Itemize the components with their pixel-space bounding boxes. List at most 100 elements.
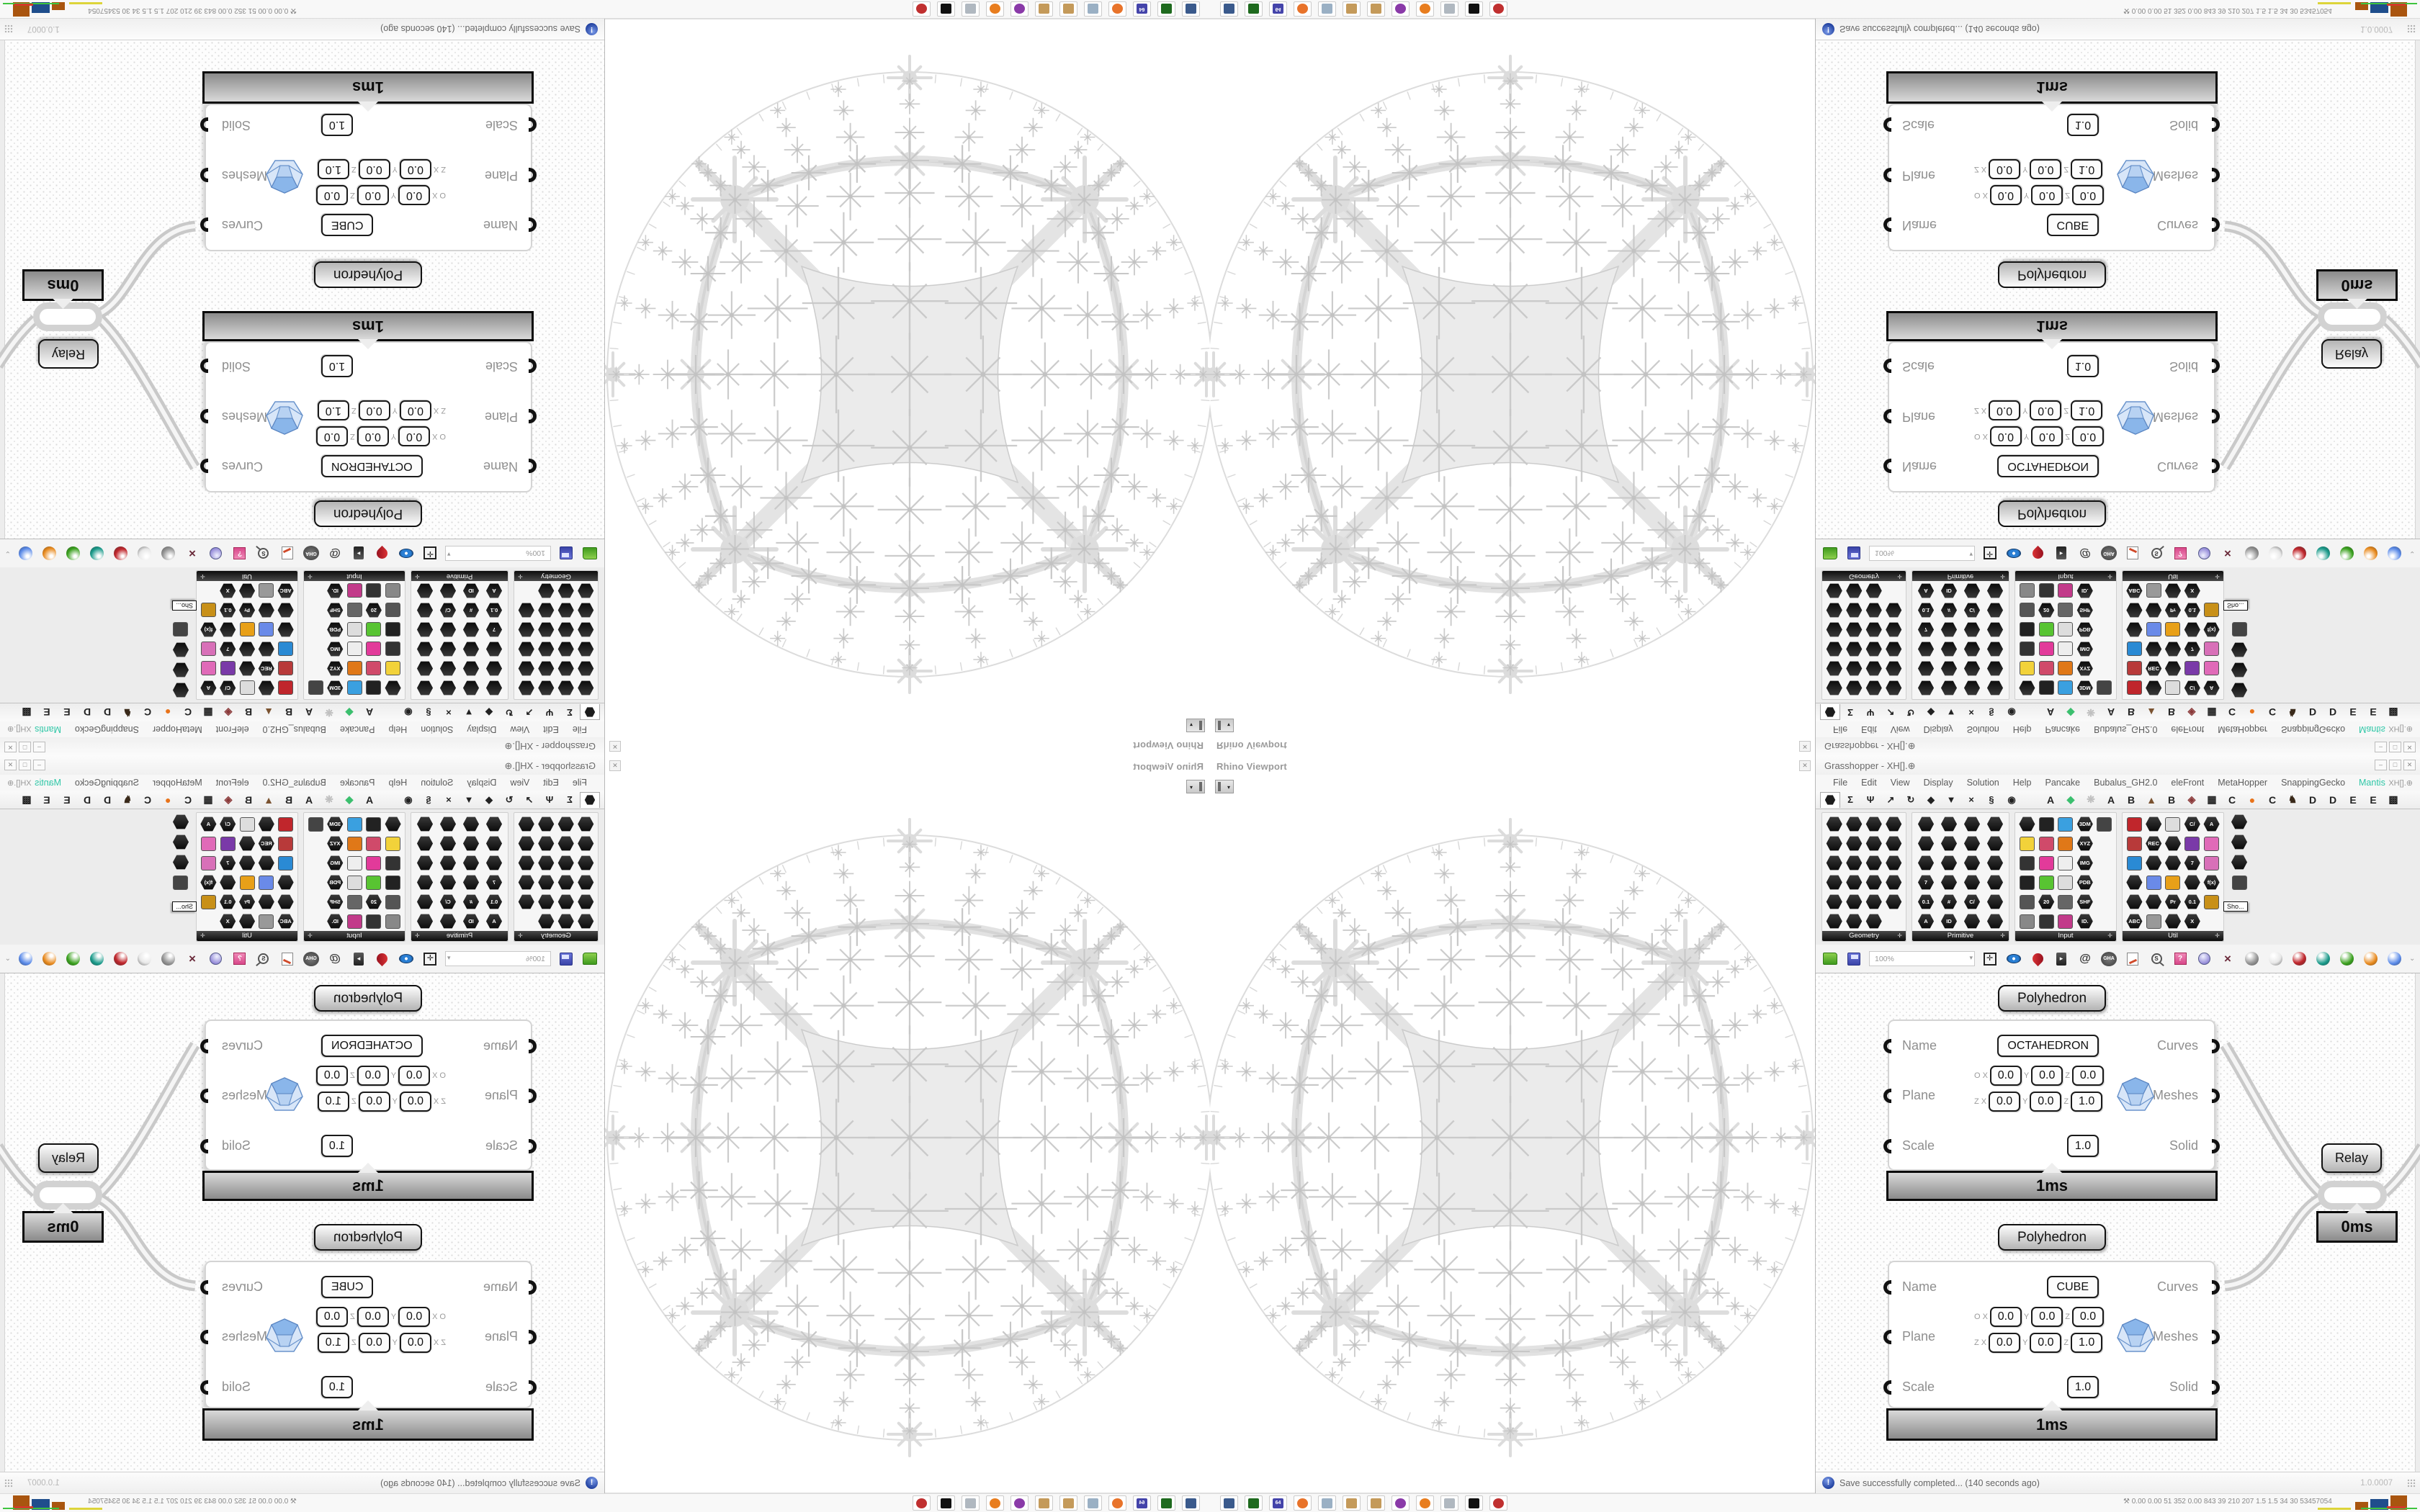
plugin-tab-6[interactable]: B xyxy=(2167,706,2176,719)
component-icon[interactable]: ID. xyxy=(326,582,344,599)
component-icon[interactable] xyxy=(258,816,275,832)
app-security-icon[interactable] xyxy=(913,1,931,17)
output-grip-meshes[interactable] xyxy=(2212,1330,2220,1344)
component-icon[interactable] xyxy=(238,641,256,657)
tab-vector[interactable]: ↗ xyxy=(1886,707,1895,719)
relay-header-capsule[interactable]: Relay xyxy=(2321,339,2382,369)
app-inkscape-icon[interactable] xyxy=(937,1495,955,1511)
component-icon[interactable] xyxy=(2145,621,2162,638)
gha-icon[interactable]: GHA xyxy=(2100,545,2118,562)
plane-value-chip[interactable]: 0.0 xyxy=(2030,1092,2062,1112)
plane-value-chip[interactable]: 0.0 xyxy=(398,1066,431,1086)
output-grip-meshes[interactable] xyxy=(2212,1089,2220,1103)
plane-value-chip[interactable]: 0.0 xyxy=(316,1307,349,1327)
component-icon[interactable] xyxy=(416,641,434,657)
component-icon[interactable] xyxy=(365,621,382,638)
component-icon[interactable] xyxy=(2057,855,2074,871)
publish-icon[interactable]: @ xyxy=(2079,547,2091,560)
component-icon[interactable] xyxy=(416,835,434,852)
component-icon[interactable] xyxy=(1940,816,1958,832)
relay-header-capsule[interactable]: Relay xyxy=(38,1143,99,1173)
plugin-tab-5[interactable]: ▲ xyxy=(2146,706,2156,719)
menu-item-snappinggecko[interactable]: SnappingGecko xyxy=(2281,724,2346,734)
app-palette-1-icon[interactable] xyxy=(1343,1495,1361,1511)
component-icon[interactable] xyxy=(1826,913,1843,930)
app-display-icon[interactable] xyxy=(1220,1,1238,17)
component-icon[interactable] xyxy=(385,680,402,696)
scale-value-chip[interactable]: 1.0 xyxy=(2067,114,2099,136)
component-icon[interactable] xyxy=(1826,582,1843,599)
component-icon[interactable] xyxy=(2164,680,2182,696)
component-icon[interactable]: IMG xyxy=(2076,855,2094,871)
app-firefox-icon[interactable] xyxy=(1108,1,1126,17)
component-icon[interactable] xyxy=(1917,680,1935,696)
plugin-tab-11[interactable]: C xyxy=(143,793,152,806)
app-palette-2-icon[interactable] xyxy=(1367,1,1385,17)
definition-canvas[interactable]: Polyhedron Name Plane Scale Curves Meshes Sol… xyxy=(1816,973,2420,1472)
component-icon[interactable] xyxy=(2184,874,2201,891)
component-icon[interactable]: IMG xyxy=(2076,641,2094,657)
toolbar-overflow-arrow[interactable]: ⌄ xyxy=(2409,549,2416,557)
component-icon[interactable] xyxy=(365,582,382,599)
component-icon[interactable] xyxy=(1917,835,1935,852)
component-icon[interactable] xyxy=(1865,602,1883,618)
component-icon[interactable]: C/ xyxy=(2184,680,2201,696)
component-icon[interactable] xyxy=(1865,874,1883,891)
tab-curve[interactable]: ↻ xyxy=(1906,707,1915,719)
plugin-tab-10[interactable]: ● xyxy=(164,706,171,719)
component-icon[interactable] xyxy=(1986,602,2004,618)
component-icon[interactable] xyxy=(462,680,480,696)
component-icon[interactable]: ID. xyxy=(2076,913,2094,930)
component-icon[interactable] xyxy=(577,894,594,910)
display-mode-ball-icon-1[interactable] xyxy=(65,950,82,968)
polyhedron-component-octahedron[interactable]: Name Plane Scale Curves Meshes Solid OCTAHEDRO… xyxy=(1883,1020,2220,1171)
menu-item-mantis[interactable]: Mantis xyxy=(2359,778,2385,788)
component-icon[interactable] xyxy=(2057,894,2074,910)
plugin-tab-11[interactable]: C xyxy=(2268,706,2277,719)
plugin-tab-8[interactable]: ▦ xyxy=(2207,707,2217,719)
app-security-icon[interactable] xyxy=(913,1495,931,1511)
component-icon[interactable] xyxy=(277,874,295,891)
wire-display-icon[interactable]: × xyxy=(189,546,196,561)
component-icon[interactable] xyxy=(2125,855,2143,871)
component-icon[interactable] xyxy=(518,874,535,891)
component-icon[interactable] xyxy=(385,641,402,657)
component-icon[interactable] xyxy=(485,680,503,696)
preview-material-icon-1[interactable] xyxy=(2267,950,2284,968)
component-icon[interactable] xyxy=(537,894,555,910)
component-icon[interactable] xyxy=(385,660,402,677)
component-icon[interactable] xyxy=(2018,582,2035,599)
component-icon[interactable] xyxy=(1963,874,1981,891)
component-icon[interactable] xyxy=(1963,641,1981,657)
plugin-tab-11[interactable]: C xyxy=(2268,793,2277,806)
app-palette-1-icon[interactable] xyxy=(1059,1495,1077,1511)
component-icon[interactable] xyxy=(462,816,480,832)
component-icon[interactable] xyxy=(307,894,324,910)
component-icon[interactable] xyxy=(2018,660,2035,677)
component-icon[interactable] xyxy=(172,854,189,870)
menu-item-snappinggecko[interactable]: SnappingGecko xyxy=(74,724,139,734)
plugin-tab-1[interactable]: ◆ xyxy=(345,707,354,719)
app-inkscape-icon[interactable] xyxy=(937,1,955,17)
open-file-icon[interactable] xyxy=(1821,950,1839,968)
component-icon[interactable] xyxy=(2164,641,2182,657)
component-icon[interactable]: Pr xyxy=(238,894,256,910)
menu-item-help[interactable]: Help xyxy=(388,778,408,788)
app-floppy-64-icon[interactable]: 64 xyxy=(1269,1495,1287,1511)
component-icon[interactable] xyxy=(2057,602,2074,618)
menu-item-metahopper[interactable]: MetaHopper xyxy=(152,724,202,734)
scale-value-chip[interactable]: 1.0 xyxy=(321,114,353,136)
app-floppy-64-icon[interactable]: 64 xyxy=(1269,1,1287,17)
exit-icon[interactable]: ▸ xyxy=(2053,950,2070,968)
component-icon[interactable]: X xyxy=(219,913,236,930)
tab-mesh[interactable]: ▼ xyxy=(464,707,474,718)
plugin-tab-14[interactable]: D xyxy=(2329,706,2337,719)
scale-value-chip[interactable]: 1.0 xyxy=(2067,1376,2099,1398)
name-value-chip[interactable]: OCTAHEDRON xyxy=(321,455,423,477)
panel-label-input[interactable]: Input ✛ xyxy=(304,571,405,581)
component-icon[interactable] xyxy=(2096,680,2113,696)
component-icon[interactable] xyxy=(200,602,217,618)
display-mode-ball-icon-2[interactable] xyxy=(2362,545,2379,562)
component-icon[interactable] xyxy=(1963,913,1981,930)
tab-display[interactable]: ◉ xyxy=(404,707,413,719)
